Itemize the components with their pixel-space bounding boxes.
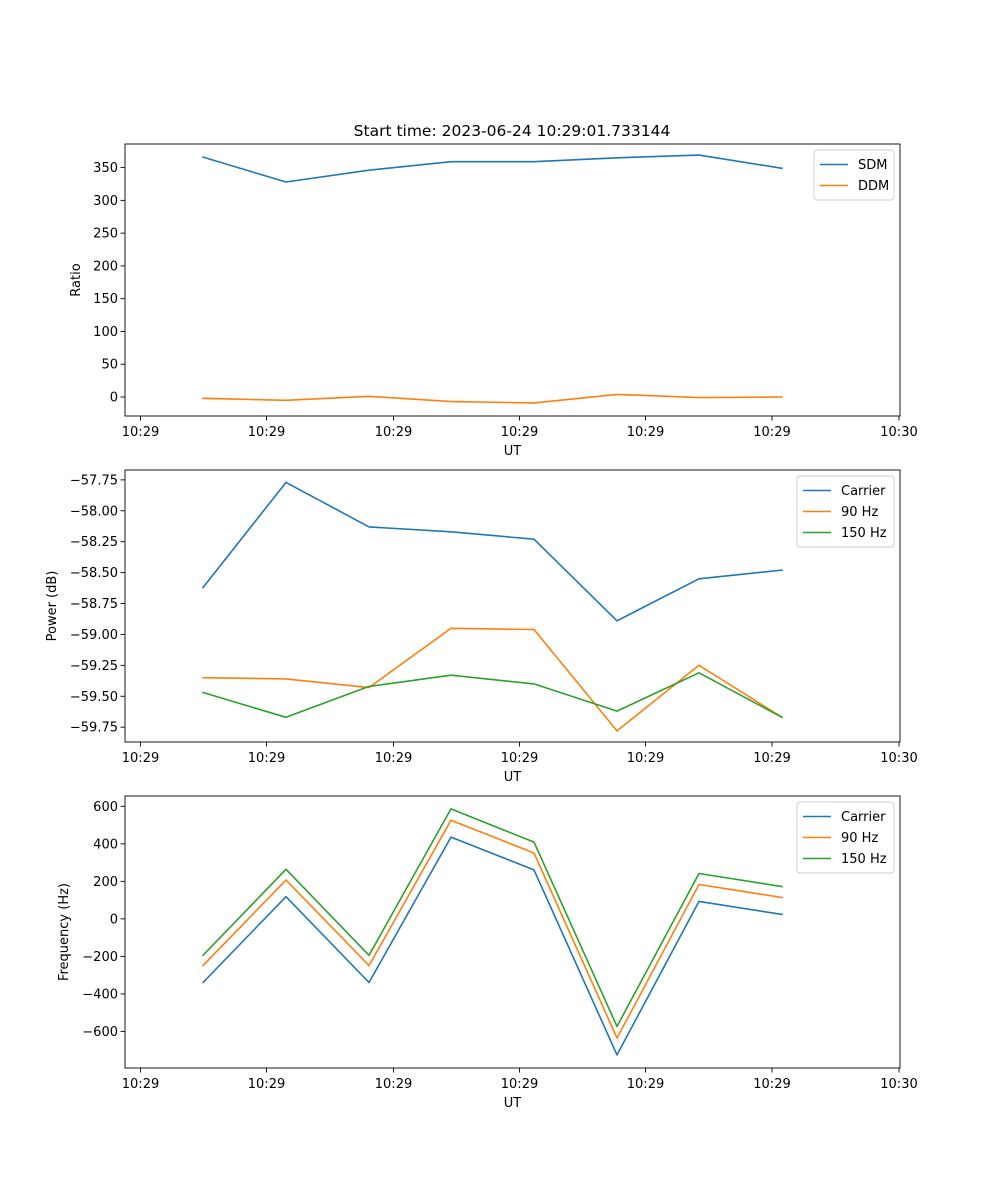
series-line-sdm [202,154,783,183]
y-axis-label-ratio: Ratio [69,263,84,296]
y-tick-label: 150 [93,292,118,307]
y-tick-label: 100 [93,325,118,340]
legend-entry-label: 90 Hz [841,831,878,846]
x-tick-label: 10:29 [627,1077,664,1092]
series-line-90-hz [201,819,783,1039]
series-line-carrier [201,481,783,622]
legend-entry-label: DDM [858,179,889,194]
y-tick-label: −58.50 [70,566,118,581]
y-tick-label: 250 [93,227,118,242]
y-tick-label: −58.25 [70,535,118,550]
y-tick-label: −58.00 [70,504,118,519]
axes-frame [124,469,901,743]
y-tick-label: −59.25 [70,659,118,674]
y-tick-label: 300 [93,194,118,209]
axes-frame [124,795,901,1069]
y-tick-label: 400 [93,837,118,852]
x-tick-label: 10:29 [753,751,790,766]
y-axis-label-frequency: Frequency (Hz) [57,883,72,981]
chart-title: Start time: 2023-06-24 10:29:01.733144 [354,122,671,140]
x-axis-label: UT [504,770,522,785]
y-tick-label: −400 [82,987,118,1002]
y-tick-label: 50 [101,358,118,373]
x-axis-label: UT [504,1096,522,1111]
x-tick-label: 10:29 [501,425,538,440]
chart-ratio: 0 50 100 150 200 250 300 350 10:29 10:29 10:29 10:2… [69,143,918,459]
x-tick-label: 10:29 [627,425,664,440]
y-tick-label: −200 [82,950,118,965]
y-tick-label: −59.75 [70,721,118,736]
x-tick-label: 10:29 [501,1077,538,1092]
legend-entry-label: Carrier [841,810,886,825]
legend: Carrier 90 Hz 150 Hz [796,475,895,548]
legend-entry-label: 150 Hz [841,526,887,541]
x-tick-label: 10:30 [880,1077,917,1092]
x-axis-label: UT [504,444,522,459]
x-tick-label: 10:29 [501,751,538,766]
y-tick-label: −59.50 [70,690,118,705]
x-tick-label: 10:29 [753,1077,790,1092]
chart-power: −59.75 −59.50 −59.25 −59.00 −58.75 −58.50 −58.… [45,469,918,785]
x-tick-label: 10:29 [627,751,664,766]
y-tick-label: 350 [93,161,118,176]
x-tick-label: 10:29 [248,1077,285,1092]
series-line-carrier [201,836,783,1056]
y-tick-label: 600 [93,800,118,815]
x-tick-label: 10:30 [880,425,917,440]
legend-entry-label: SDM [858,158,887,173]
y-tick-label: 0 [110,390,118,405]
x-tick-label: 10:29 [248,751,285,766]
y-axis-label-power: Power (dB) [45,571,60,642]
x-tick-label: 10:29 [122,1077,159,1092]
x-tick-label: 10:29 [375,425,412,440]
y-tick-label: 200 [93,259,118,274]
legend: Carrier 90 Hz 150 Hz [796,801,895,874]
axes-frame [124,143,901,417]
legend-entry-label: Carrier [841,484,886,499]
y-tick-label: −600 [82,1025,118,1040]
x-tick-label: 10:29 [248,425,285,440]
x-tick-label: 10:29 [122,425,159,440]
y-tick-label: 200 [93,875,118,890]
x-tick-label: 10:29 [375,1077,412,1092]
legend-entry-label: 150 Hz [841,852,887,867]
x-tick-label: 10:29 [122,751,159,766]
x-tick-label: 10:29 [753,425,790,440]
y-tick-label: −59.00 [70,628,118,643]
series-line-90-hz [202,627,784,732]
x-tick-label: 10:30 [880,751,917,766]
series-line-150-hz [202,671,784,719]
chart-frequency: −600 −400 −200 0 200 400 600 10:29 10:29 10:29 10:… [57,795,918,1111]
legend: SDM DDM [813,149,895,201]
legend-entry-label: 90 Hz [841,505,878,520]
series-line-ddm [202,393,783,404]
y-tick-label: −58.75 [70,597,118,612]
series-line-150-hz [201,808,783,1028]
y-tick-label: −57.75 [70,473,118,488]
y-tick-label: 0 [110,912,118,927]
x-tick-label: 10:29 [375,751,412,766]
